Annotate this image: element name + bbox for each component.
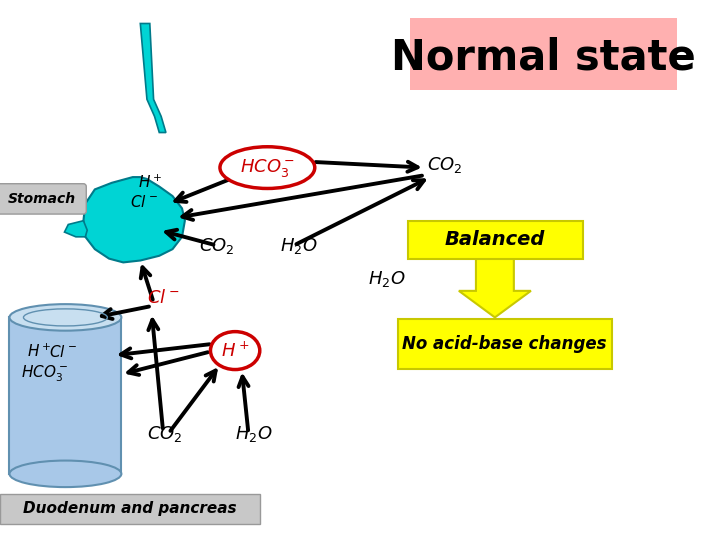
- FancyBboxPatch shape: [410, 18, 677, 90]
- Text: Stomach: Stomach: [8, 192, 76, 206]
- FancyBboxPatch shape: [398, 319, 611, 369]
- Polygon shape: [84, 177, 185, 262]
- FancyBboxPatch shape: [0, 494, 260, 524]
- Text: $HCO_3^-$: $HCO_3^-$: [21, 363, 68, 383]
- Text: Normal state: Normal state: [391, 37, 696, 79]
- Ellipse shape: [220, 147, 315, 188]
- Text: $CO_2$: $CO_2$: [147, 424, 182, 444]
- Text: $HCO_3^-$: $HCO_3^-$: [240, 157, 295, 179]
- Text: $CO_2$: $CO_2$: [199, 236, 235, 256]
- Ellipse shape: [9, 304, 122, 330]
- Text: $H^+$: $H^+$: [27, 343, 51, 360]
- Text: $H_2O$: $H_2O$: [368, 269, 405, 289]
- Ellipse shape: [9, 461, 122, 487]
- Ellipse shape: [210, 332, 260, 369]
- Text: $H_2O$: $H_2O$: [279, 236, 318, 256]
- Polygon shape: [140, 24, 166, 132]
- FancyBboxPatch shape: [408, 221, 583, 259]
- Polygon shape: [459, 259, 531, 318]
- Text: $H^+$: $H^+$: [138, 174, 162, 191]
- Text: $H_2O$: $H_2O$: [235, 424, 273, 444]
- Polygon shape: [65, 221, 87, 237]
- Text: $Cl^-$: $Cl^-$: [130, 194, 158, 210]
- Text: $CO_2$: $CO_2$: [427, 156, 462, 176]
- Text: Duodenum and pancreas: Duodenum and pancreas: [23, 502, 237, 516]
- Text: Balanced: Balanced: [445, 230, 545, 249]
- Text: $Cl^-$: $Cl^-$: [147, 289, 179, 307]
- Text: $Cl^-$: $Cl^-$: [49, 344, 77, 360]
- Bar: [9, 318, 122, 474]
- Text: $H^+$: $H^+$: [221, 341, 249, 360]
- Text: No acid-base changes: No acid-base changes: [402, 335, 607, 353]
- FancyBboxPatch shape: [0, 184, 86, 214]
